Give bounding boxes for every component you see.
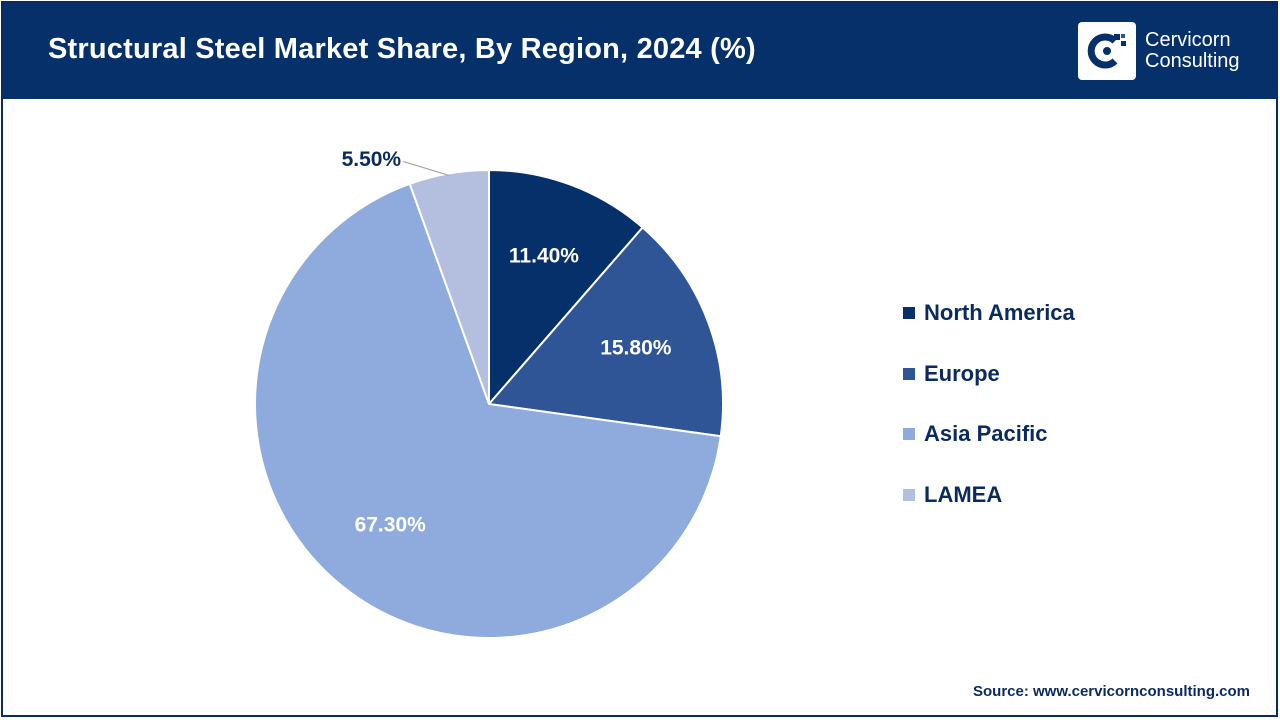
legend-item-lamea: LAMEA [903, 480, 1075, 510]
pie-slice-lamea [408, 168, 490, 405]
logo-line-1: Cervicorn [1145, 29, 1231, 51]
chart-legend: North America Europe Asia Pacific LAMEA [903, 298, 1075, 540]
logo-line-2: Consulting [1145, 50, 1240, 72]
legend-swatch [903, 428, 915, 440]
cervicorn-logo-icon [1078, 22, 1136, 80]
legend-label: Asia Pacific [924, 421, 1048, 446]
legend-label: LAMEA [924, 481, 1003, 507]
data-label-europe: 15.80% [600, 337, 672, 360]
pie-slice-europe [487, 226, 724, 438]
legend-swatch [903, 307, 915, 319]
legend-swatch [903, 488, 915, 501]
chart-title: Structural Steel Market Share, By Region… [48, 33, 756, 65]
brand-logo: Cervicorn Consulting [1078, 22, 1240, 80]
data-label-asia-pacific: 67.30% [355, 513, 427, 536]
legend-label: Europe [924, 360, 1000, 386]
leader-line-lamea [402, 160, 450, 177]
legend-item-asia-pacific: Asia Pacific [903, 419, 1075, 449]
data-label-lamea: 5.50% [342, 148, 402, 171]
legend-swatch [903, 367, 915, 380]
data-label-north-america: 11.40% [509, 245, 579, 268]
source-note: Source: www.cervicornconsulting.com [972, 683, 1250, 700]
pie-slice-north-america [488, 168, 645, 407]
legend-item-north-america: North America [903, 298, 1075, 328]
legend-item-europe: Europe [903, 359, 1075, 389]
legend-label: North America [924, 300, 1075, 325]
pie-slice-asia-pacific [254, 182, 722, 639]
header-bar: Structural Steel Market Share, By Region… [3, 3, 1276, 99]
logo-text: Cervicorn Consulting [1145, 30, 1240, 72]
